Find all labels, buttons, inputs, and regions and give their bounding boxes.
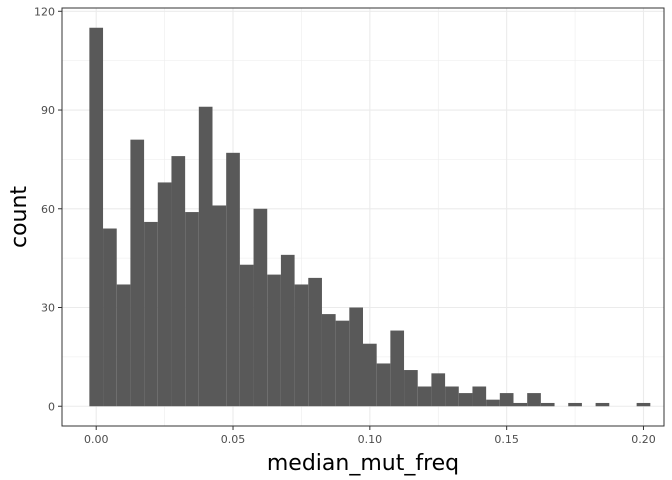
y-tick-label: 60 bbox=[41, 203, 55, 216]
histogram-bar bbox=[349, 307, 363, 407]
histogram-bar bbox=[417, 386, 432, 407]
y-tick-label: 30 bbox=[41, 302, 55, 315]
histogram-bar bbox=[198, 106, 213, 407]
histogram-bar bbox=[130, 139, 145, 407]
histogram-bar bbox=[89, 27, 104, 407]
histogram-bar bbox=[239, 264, 254, 407]
histogram-bar bbox=[226, 152, 240, 407]
histogram-bar bbox=[568, 402, 582, 407]
histogram-bar bbox=[308, 277, 322, 407]
histogram-bar bbox=[595, 402, 610, 407]
histogram-bar bbox=[404, 370, 418, 407]
histogram-bar bbox=[280, 254, 295, 407]
histogram-bar bbox=[540, 402, 555, 407]
histogram-bar bbox=[212, 205, 227, 407]
histogram-bar bbox=[376, 363, 391, 407]
x-tick-label: 0.15 bbox=[494, 433, 519, 446]
histogram-bar bbox=[171, 156, 186, 407]
histogram-bar bbox=[363, 343, 377, 407]
histogram-bar bbox=[103, 228, 117, 407]
y-tick-label: 90 bbox=[41, 104, 55, 117]
bars bbox=[89, 27, 651, 407]
y-tick-label: 0 bbox=[48, 400, 55, 413]
histogram-bar bbox=[458, 393, 473, 407]
histogram-bar bbox=[116, 284, 131, 407]
histogram-bar bbox=[499, 393, 514, 407]
histogram-bar bbox=[390, 330, 405, 407]
histogram-bar bbox=[321, 314, 336, 407]
histogram-bar bbox=[527, 393, 541, 407]
histogram-bar bbox=[472, 386, 487, 407]
y-axis-title: count bbox=[7, 186, 32, 248]
axis-ticks bbox=[58, 10, 644, 430]
histogram-bar bbox=[445, 386, 459, 407]
histogram-bar bbox=[267, 274, 281, 407]
histogram-bar bbox=[486, 399, 500, 407]
grid-minor bbox=[62, 8, 664, 426]
histogram-bar bbox=[253, 208, 268, 407]
histogram-bar bbox=[185, 212, 199, 407]
histogram-bar bbox=[144, 221, 158, 407]
histogram-bar bbox=[513, 402, 528, 407]
x-tick-label: 0.10 bbox=[358, 433, 383, 446]
panel-border bbox=[61, 7, 665, 427]
x-tick-label: 0.05 bbox=[221, 433, 246, 446]
x-tick-label: 0.20 bbox=[631, 433, 656, 446]
histogram-bar bbox=[431, 373, 446, 407]
histogram-bar bbox=[335, 320, 350, 407]
x-tick-label: 0.00 bbox=[84, 433, 109, 446]
histogram-bar bbox=[157, 182, 172, 407]
histogram-bar bbox=[294, 284, 309, 407]
y-tick-label: 120 bbox=[34, 5, 55, 18]
histogram-bar bbox=[636, 402, 651, 407]
x-axis-title: median_mut_freq bbox=[267, 451, 459, 476]
tick-labels: 0.00 0.05 0.10 0.15 0.20 0 30 60 90 120 bbox=[34, 5, 656, 446]
